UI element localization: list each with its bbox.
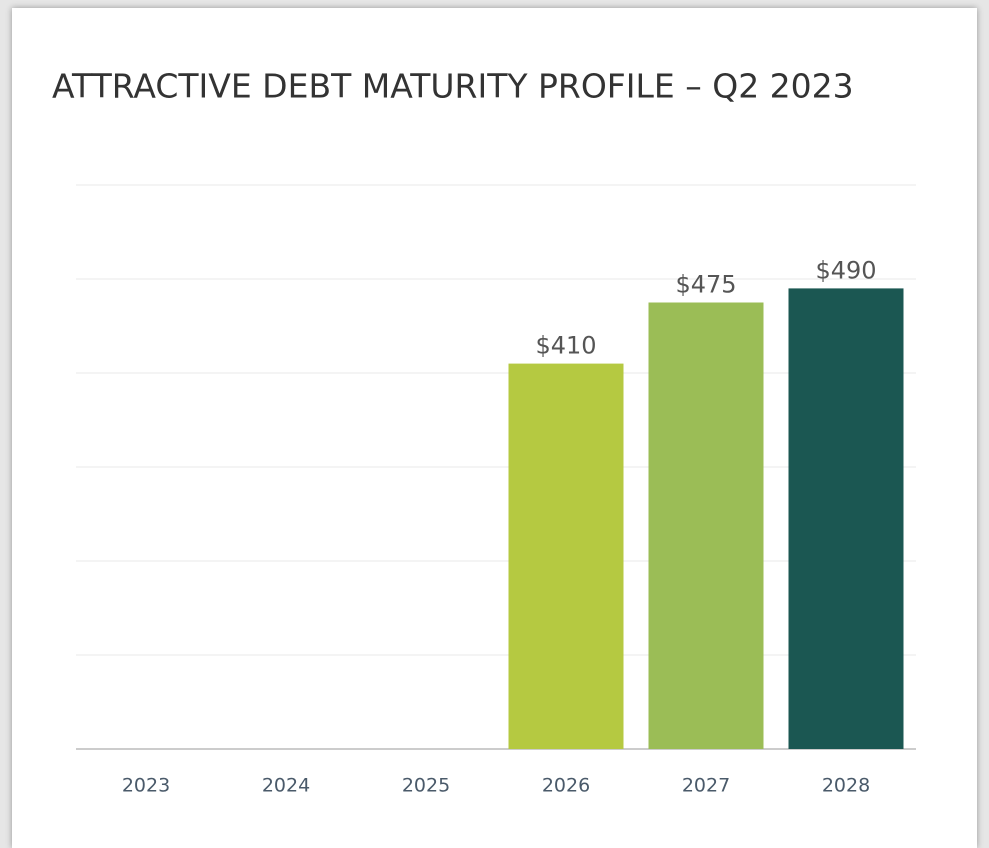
x-tick-label: 2026 [542,775,590,797]
bar [788,288,904,749]
x-tick-label: 2025 [402,775,450,797]
x-tick-label: 2028 [822,775,870,797]
value-label: $475 [675,271,736,299]
value-label: $490 [815,256,876,284]
x-tick-label: 2023 [122,775,170,797]
bar [648,302,764,749]
bar [508,363,624,749]
x-tick-label: 2024 [262,775,310,797]
chart: ATTRACTIVE DEBT MATURITY PROFILE – Q2 20… [52,67,916,797]
chart-title: ATTRACTIVE DEBT MATURITY PROFILE – Q2 20… [52,67,854,106]
x-tick-label: 2027 [682,775,730,797]
value-label: $410 [535,332,596,360]
